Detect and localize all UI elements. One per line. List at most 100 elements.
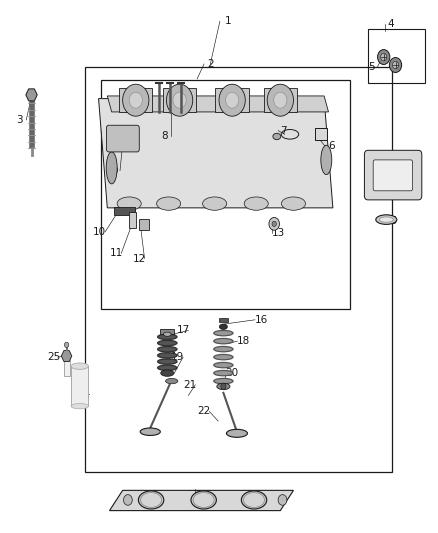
Ellipse shape [158,359,177,364]
Text: 24: 24 [78,390,91,399]
Ellipse shape [193,492,214,507]
Polygon shape [107,96,328,112]
Text: 23: 23 [194,490,207,499]
Circle shape [123,84,149,116]
Text: 16: 16 [254,315,268,325]
Text: 17: 17 [177,326,190,335]
Circle shape [269,217,279,230]
Bar [129,212,136,228]
Ellipse shape [214,330,233,336]
Text: 7: 7 [280,126,287,135]
Bar [160,329,174,334]
Ellipse shape [226,430,247,437]
Ellipse shape [214,362,233,368]
Circle shape [392,61,399,69]
Text: 19: 19 [171,352,184,362]
Ellipse shape [214,346,233,352]
Ellipse shape [158,353,177,358]
Circle shape [278,495,287,505]
Ellipse shape [158,365,177,370]
Ellipse shape [202,197,227,211]
FancyBboxPatch shape [373,160,413,191]
Ellipse shape [138,491,164,509]
Circle shape [221,383,226,390]
Ellipse shape [321,145,332,175]
Text: 21: 21 [184,380,197,390]
Ellipse shape [106,152,117,184]
Ellipse shape [219,324,227,329]
Bar [85,67,392,472]
Text: 11: 11 [110,248,123,258]
Bar [219,318,228,322]
Ellipse shape [281,197,306,211]
Ellipse shape [244,197,268,211]
FancyBboxPatch shape [364,150,422,200]
Ellipse shape [241,491,267,509]
Circle shape [267,84,293,116]
Text: 10: 10 [92,227,106,237]
Ellipse shape [140,428,160,435]
Ellipse shape [376,215,397,224]
Circle shape [64,342,69,348]
Bar [64,360,70,376]
Text: 12: 12 [133,254,146,263]
Ellipse shape [214,370,233,376]
Ellipse shape [158,341,177,346]
Text: 13: 13 [272,229,285,238]
Ellipse shape [379,217,393,222]
Bar [315,128,327,140]
Text: 5: 5 [368,62,375,71]
Circle shape [219,84,245,116]
Ellipse shape [214,378,233,384]
Circle shape [381,53,387,61]
Ellipse shape [191,491,216,509]
Text: 1: 1 [224,17,231,26]
Text: 25: 25 [47,352,60,362]
Bar [101,80,350,309]
Text: 6: 6 [328,141,335,151]
Ellipse shape [273,133,281,140]
Bar [368,29,425,83]
Bar [139,219,149,230]
Polygon shape [110,490,293,511]
Ellipse shape [157,197,180,211]
Ellipse shape [158,346,177,352]
Text: 2: 2 [207,59,214,69]
Text: 20: 20 [226,368,239,378]
Bar [264,88,297,112]
Polygon shape [99,99,333,208]
Ellipse shape [214,354,233,360]
Text: 18: 18 [237,336,250,346]
Ellipse shape [71,403,88,409]
Circle shape [226,92,239,108]
Text: 15: 15 [385,216,398,226]
FancyBboxPatch shape [106,125,139,152]
Text: 14: 14 [385,171,398,181]
Circle shape [129,92,142,108]
Ellipse shape [117,197,141,211]
Circle shape [124,495,132,505]
Ellipse shape [71,363,88,369]
Circle shape [173,92,186,108]
Circle shape [378,50,390,64]
Bar [114,207,135,215]
Bar [71,366,88,406]
Ellipse shape [217,383,230,390]
Text: 9: 9 [111,166,118,175]
Ellipse shape [166,378,178,384]
Ellipse shape [163,332,171,336]
Text: 4: 4 [388,19,395,29]
Ellipse shape [141,492,162,507]
Ellipse shape [161,370,174,376]
Text: 22: 22 [198,407,211,416]
Circle shape [389,58,402,72]
Ellipse shape [244,492,265,507]
Circle shape [272,221,276,227]
Circle shape [166,84,193,116]
Bar [163,88,196,112]
Circle shape [274,92,287,108]
Text: 8: 8 [161,131,168,141]
Bar [215,88,249,112]
Ellipse shape [158,334,177,340]
Ellipse shape [214,338,233,344]
